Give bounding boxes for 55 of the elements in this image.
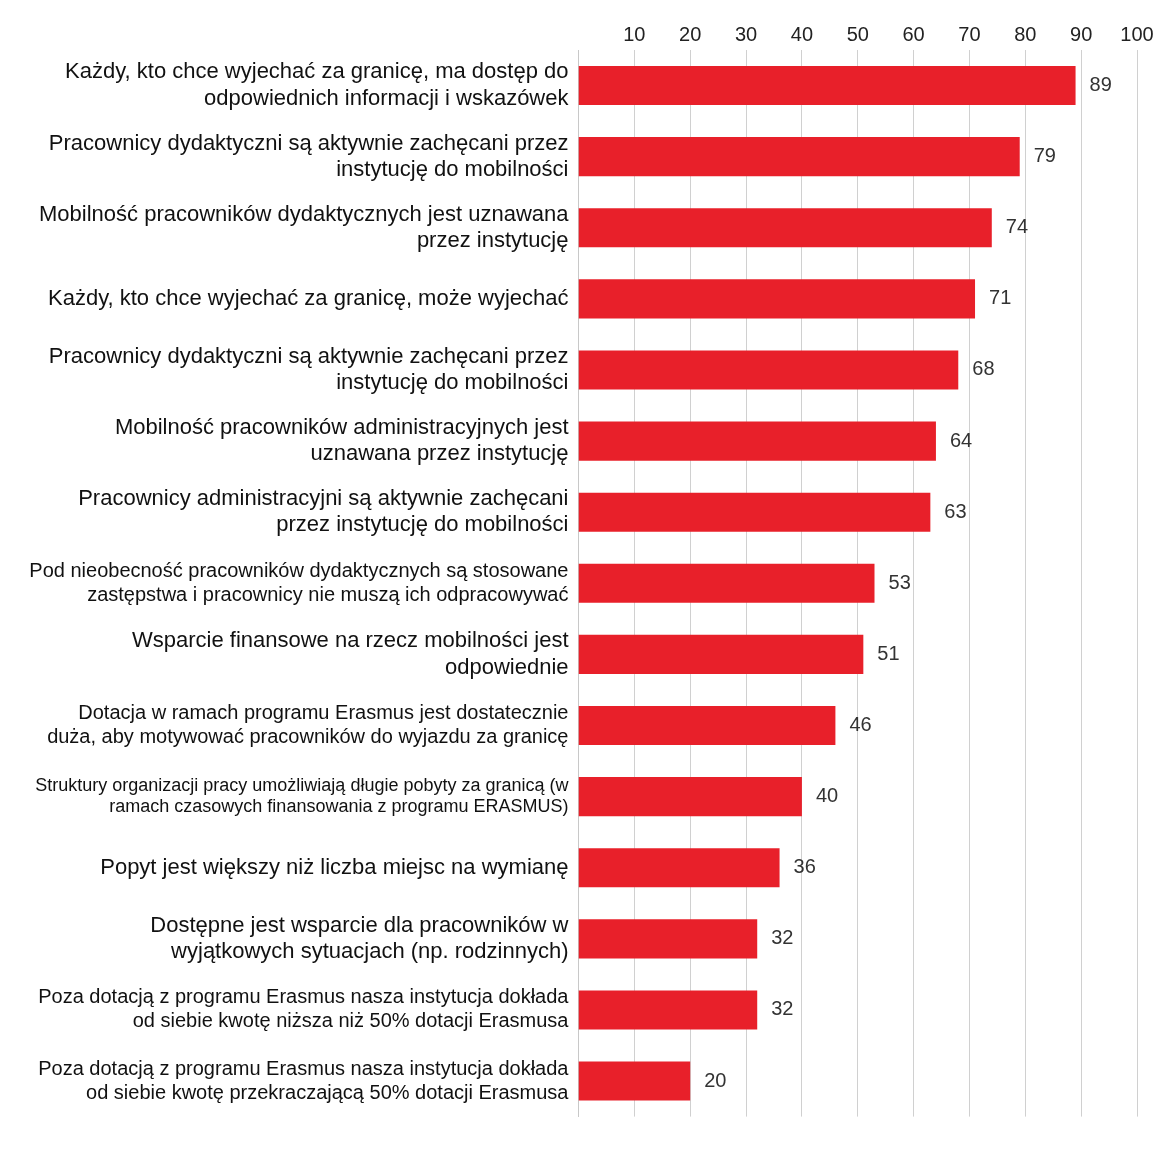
data-label: 46 (849, 713, 872, 736)
bar (578, 492, 931, 532)
x-tick-label: 100 (1120, 22, 1154, 45)
y-tick-label: Poza dotacją z programu Erasmus nasza instytucja dokłada od siebie kwotę niższa niż 50% dotacji Erasmusa (38, 985, 570, 1032)
x-tick-label: 30 (734, 22, 758, 45)
data-label: 32 (771, 997, 794, 1020)
y-tick-label: Dostępne jest wsparcie dla pracowników w wyjątkowych sytuacjach (np. rodzinnych) (150, 911, 569, 964)
x-tick-label: 80 (1014, 22, 1037, 45)
y-tick-label: Wsparcie finansowe na rzecz mobilności jest odpowiednie (131, 627, 569, 679)
bar (578, 634, 864, 674)
bar (578, 705, 836, 746)
y-tick-label: Pracownicy administracyjni są aktywnie zachęcani przez instytucję do mobilności (78, 485, 569, 537)
y-tick-label: Pracownicy dydaktyczni są aktywnie zachęcani przez instytucję do mobilności (48, 129, 569, 181)
x-tick-label: 60 (902, 22, 925, 45)
bar (578, 137, 1020, 177)
bar (578, 350, 959, 390)
x-tick-label: 90 (1070, 22, 1093, 45)
data-label: 51 (877, 641, 900, 664)
bar (578, 1061, 691, 1101)
data-label: 79 (1033, 144, 1056, 167)
y-tick-label: Pod nieobecność pracowników dydaktycznych są stosowane zastępstwa i pracownicy nie muszą ich odpracowywać (29, 558, 569, 605)
data-label: 32 (771, 926, 794, 949)
x-tick-label: 10 (623, 22, 646, 45)
x-tick-label: 70 (958, 22, 981, 45)
x-tick-label: 40 (790, 22, 814, 45)
bar (578, 66, 1076, 106)
y-tick-label: Dotacja w ramach programu Erasmus jest dostatecznie duża, aby motywować pracowników do wyjazdu za granicę (47, 701, 569, 748)
data-label: 53 (888, 570, 911, 593)
bar (578, 848, 780, 888)
y-tick-label: Pracownicy dydaktyczni są aktywnie zachęcani przez instytucję do mobilności (48, 342, 569, 395)
data-label: 63 (944, 499, 967, 522)
data-label: 20 (704, 1068, 727, 1091)
data-label: 68 (972, 357, 995, 380)
bar (578, 208, 992, 248)
data-label: 89 (1089, 73, 1112, 96)
bar (578, 279, 976, 319)
data-label: 71 (989, 286, 1012, 309)
y-tick-label: Poza dotacją z programu Erasmus nasza instytucja dokłada od siebie kwotę przekraczającą 50% dotacji Erasmusa (38, 1056, 570, 1103)
x-tick-label: 20 (679, 22, 702, 45)
data-label: 36 (793, 855, 816, 878)
y-tick-label: Struktury organizacji pracy umożliwiają długie pobyty za granicą (w ramach czasowych finansowania z programu ERASMUS) (35, 774, 570, 817)
bar (578, 563, 875, 603)
data-label: 40 (815, 784, 839, 807)
y-tick-label: Popyt jest większy niż liczba miejsc na wymianę (100, 853, 569, 879)
data-label: 64 (949, 428, 973, 451)
y-tick-label: Mobilność pracowników administracyjnych jest uznawana przez instytucję (114, 413, 569, 466)
y-tick-label: Każdy, kto chce wyjechać za granicę, ma dostęp do odpowiednich informacji i wskazówek (65, 58, 570, 110)
bar (578, 777, 802, 817)
bar (578, 421, 936, 461)
bar (578, 990, 758, 1030)
bar (578, 919, 758, 959)
data-label: 74 (1005, 215, 1029, 238)
y-tick-label: Każdy, kto chce wyjechać za granicę, może wyjechać (48, 284, 569, 310)
y-tick-label: Mobilność pracowników dydaktycznych jest uznawana przez instytucję (39, 200, 570, 253)
x-tick-label: 50 (846, 22, 869, 45)
